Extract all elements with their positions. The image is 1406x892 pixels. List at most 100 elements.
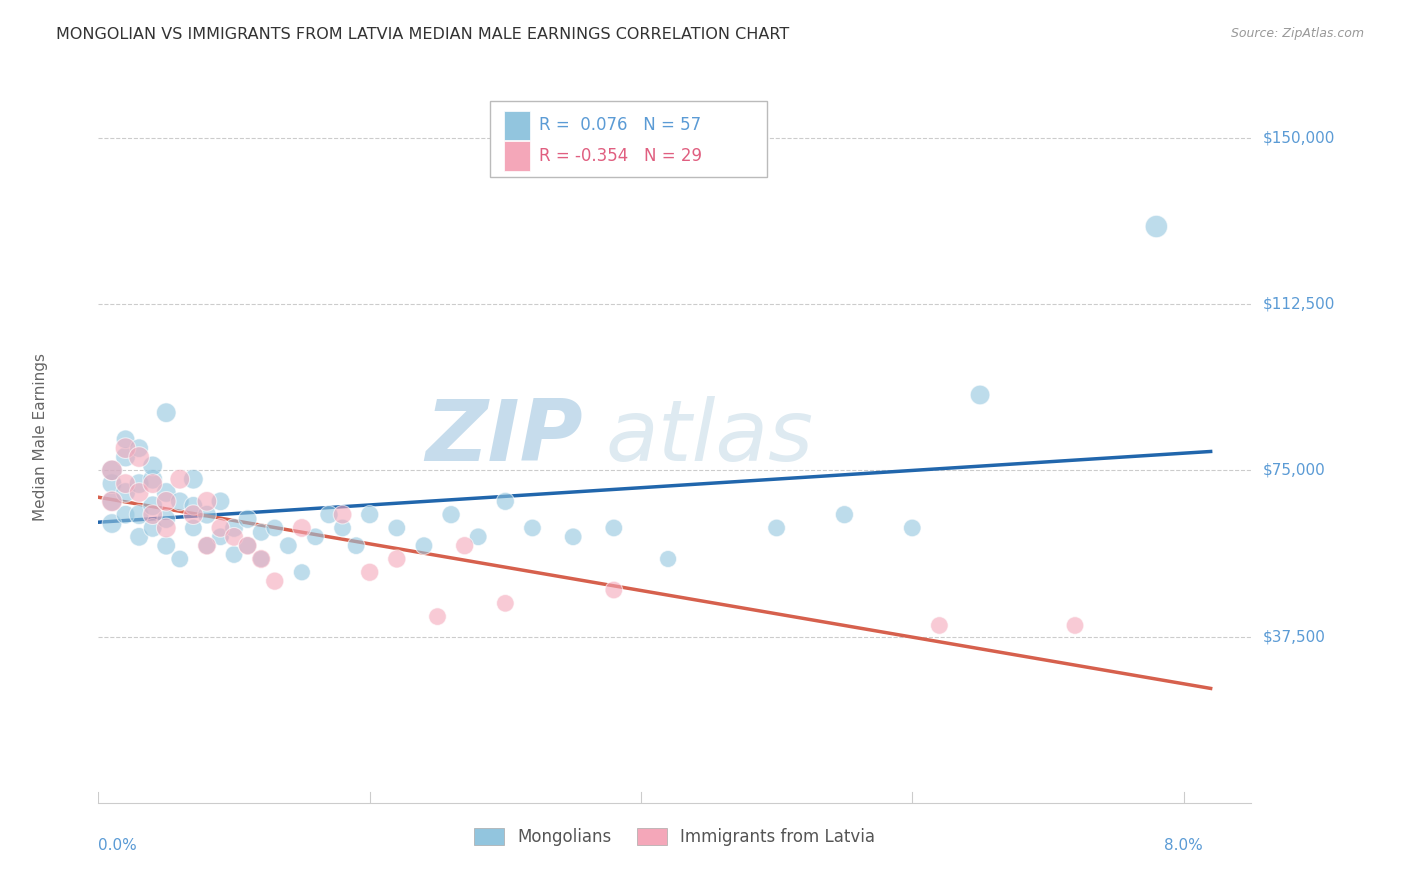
Text: $37,500: $37,500	[1263, 629, 1326, 644]
Point	[359, 508, 381, 522]
Point	[969, 388, 991, 402]
Point	[183, 499, 205, 513]
Point	[236, 512, 259, 526]
Point	[222, 548, 245, 562]
Point	[142, 458, 165, 473]
Point	[359, 566, 381, 580]
Point	[128, 485, 150, 500]
Point	[603, 582, 626, 597]
Point	[263, 574, 285, 589]
Point	[344, 539, 367, 553]
Point	[332, 508, 354, 522]
Point	[142, 476, 165, 491]
Point	[467, 530, 489, 544]
Point	[318, 508, 340, 522]
Text: $75,000: $75,000	[1263, 463, 1326, 478]
Point	[142, 499, 165, 513]
Point	[440, 508, 463, 522]
Point	[169, 494, 191, 508]
Point	[453, 539, 475, 553]
Point	[128, 508, 150, 522]
Point	[928, 618, 950, 632]
Point	[128, 476, 150, 491]
Text: $150,000: $150,000	[1263, 130, 1334, 145]
Point	[236, 539, 259, 553]
Point	[195, 494, 218, 508]
Point	[195, 539, 218, 553]
Point	[101, 476, 124, 491]
Point	[236, 539, 259, 553]
Point	[385, 521, 408, 535]
Point	[304, 530, 326, 544]
Point	[522, 521, 544, 535]
Point	[195, 508, 218, 522]
Point	[142, 472, 165, 486]
Point	[1144, 219, 1167, 234]
Bar	[505, 141, 530, 170]
Text: MONGOLIAN VS IMMIGRANTS FROM LATVIA MEDIAN MALE EARNINGS CORRELATION CHART: MONGOLIAN VS IMMIGRANTS FROM LATVIA MEDI…	[56, 27, 790, 42]
Point	[657, 552, 679, 566]
Point	[250, 552, 273, 566]
Text: Source: ZipAtlas.com: Source: ZipAtlas.com	[1230, 27, 1364, 40]
Point	[291, 566, 314, 580]
Point	[155, 521, 177, 535]
Point	[101, 494, 124, 508]
Point	[183, 508, 205, 522]
Point	[209, 494, 232, 508]
Text: 0.0%: 0.0%	[98, 838, 138, 853]
Point	[114, 441, 136, 455]
Point	[155, 406, 177, 420]
Point	[332, 521, 354, 535]
Point	[834, 508, 856, 522]
Point	[142, 508, 165, 522]
FancyBboxPatch shape	[491, 101, 768, 178]
Text: $112,500: $112,500	[1263, 297, 1334, 311]
Point	[128, 441, 150, 455]
Point	[426, 609, 449, 624]
Point	[101, 516, 124, 531]
Point	[1064, 618, 1087, 632]
Point	[155, 494, 177, 508]
Point	[114, 432, 136, 446]
Point	[209, 521, 232, 535]
Point	[183, 472, 205, 486]
Text: R = -0.354   N = 29: R = -0.354 N = 29	[538, 147, 702, 165]
Point	[222, 530, 245, 544]
Point	[128, 530, 150, 544]
Point	[183, 521, 205, 535]
Point	[250, 525, 273, 540]
Point	[169, 472, 191, 486]
Point	[494, 596, 516, 610]
Legend: Mongolians, Immigrants from Latvia: Mongolians, Immigrants from Latvia	[468, 822, 882, 853]
Point	[155, 485, 177, 500]
Point	[222, 521, 245, 535]
Point	[155, 512, 177, 526]
Point	[562, 530, 585, 544]
Point	[765, 521, 787, 535]
Point	[142, 521, 165, 535]
Point	[114, 485, 136, 500]
Point	[901, 521, 924, 535]
Text: atlas: atlas	[606, 395, 814, 479]
Point	[114, 508, 136, 522]
Text: 8.0%: 8.0%	[1164, 838, 1204, 853]
Point	[413, 539, 436, 553]
Point	[209, 530, 232, 544]
Text: Median Male Earnings: Median Male Earnings	[34, 353, 48, 521]
Point	[603, 521, 626, 535]
Text: R =  0.076   N = 57: R = 0.076 N = 57	[538, 116, 702, 134]
Point	[250, 552, 273, 566]
Point	[155, 539, 177, 553]
Point	[277, 539, 299, 553]
Point	[195, 539, 218, 553]
Point	[169, 552, 191, 566]
Point	[101, 463, 124, 477]
Text: ZIP: ZIP	[425, 395, 582, 479]
Point	[291, 521, 314, 535]
Point	[101, 463, 124, 477]
Point	[114, 450, 136, 464]
Point	[128, 450, 150, 464]
Point	[494, 494, 516, 508]
Bar	[505, 111, 530, 140]
Point	[263, 521, 285, 535]
